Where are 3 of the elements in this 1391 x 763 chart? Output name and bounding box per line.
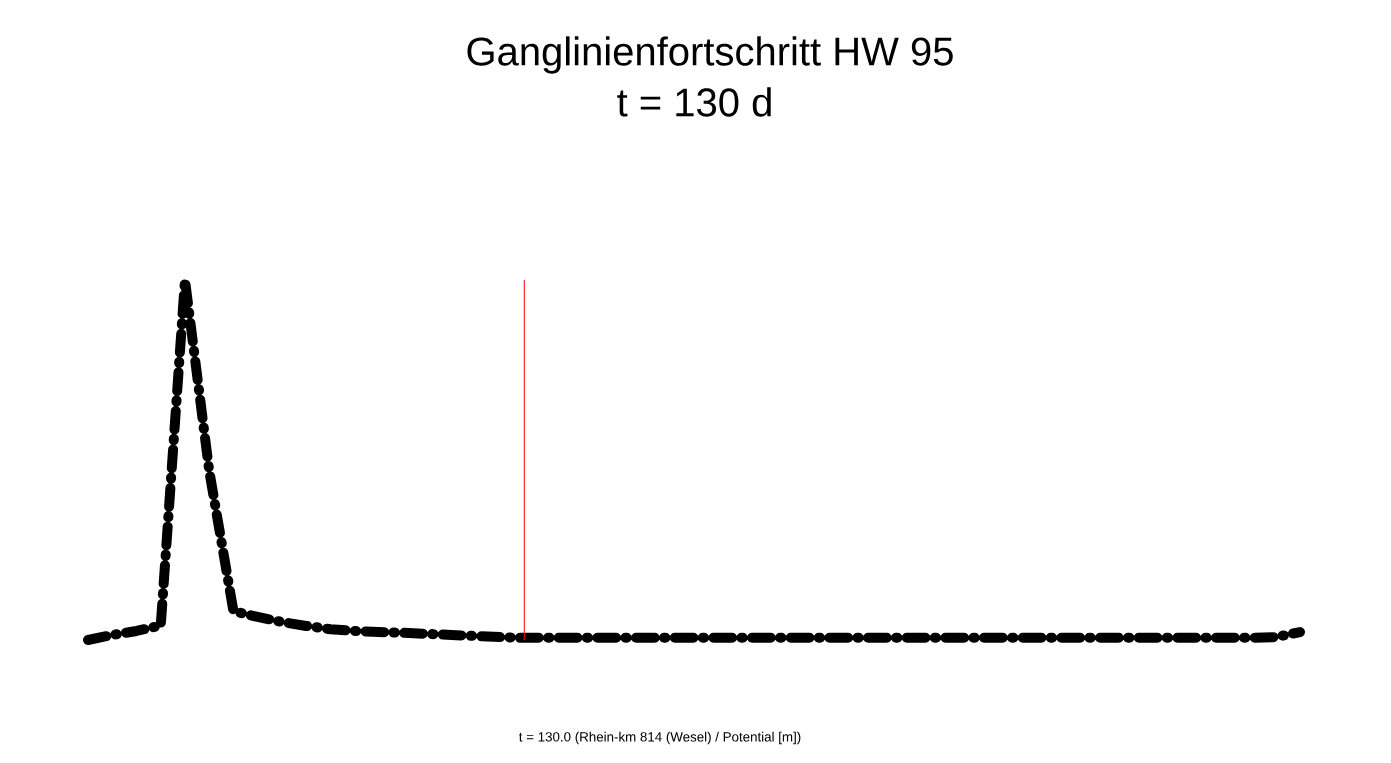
chart-subtitle: t = 130 d: [617, 87, 771, 117]
text: t = 130.0 (Rhein-km 814 (Wesel) / Potential [m]): [518, 731, 801, 745]
chart-title: Ganglinienfortschritt HW 95: [467, 36, 953, 74]
